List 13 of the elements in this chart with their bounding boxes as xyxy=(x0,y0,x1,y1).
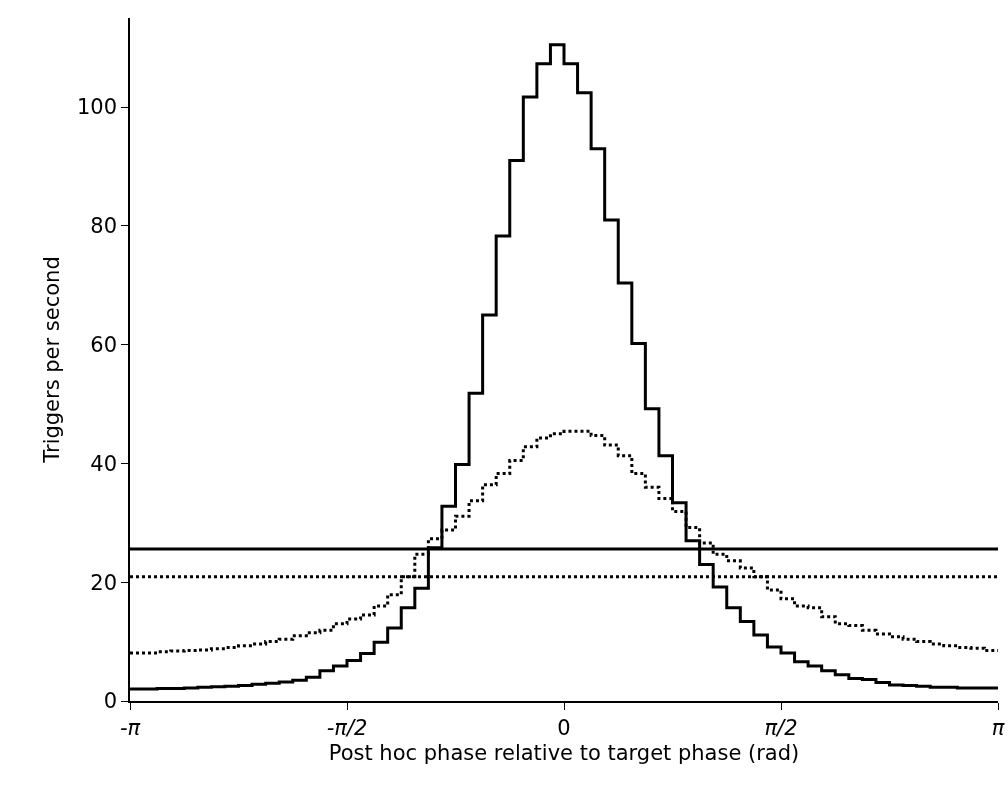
y-tick-label: 60 xyxy=(90,333,118,357)
x-axis-title: Post hoc phase relative to target phase (rad) xyxy=(328,740,800,765)
x-tick-label: 0 xyxy=(557,715,571,740)
y-tick-label: 80 xyxy=(90,214,118,239)
y-axis-title: Triggers per second xyxy=(39,256,64,464)
y-tick-label: 100 xyxy=(76,95,118,120)
y-tick-label: 0 xyxy=(103,689,118,714)
x-tick-label: -π/2 xyxy=(326,715,368,740)
y-tick-label: 20 xyxy=(90,570,118,595)
y-tick-label: 40 xyxy=(90,451,118,476)
x-tick-label: π xyxy=(991,715,1005,740)
x-tick-label: π/2 xyxy=(764,715,798,740)
x-tick-label: -π xyxy=(119,715,141,740)
